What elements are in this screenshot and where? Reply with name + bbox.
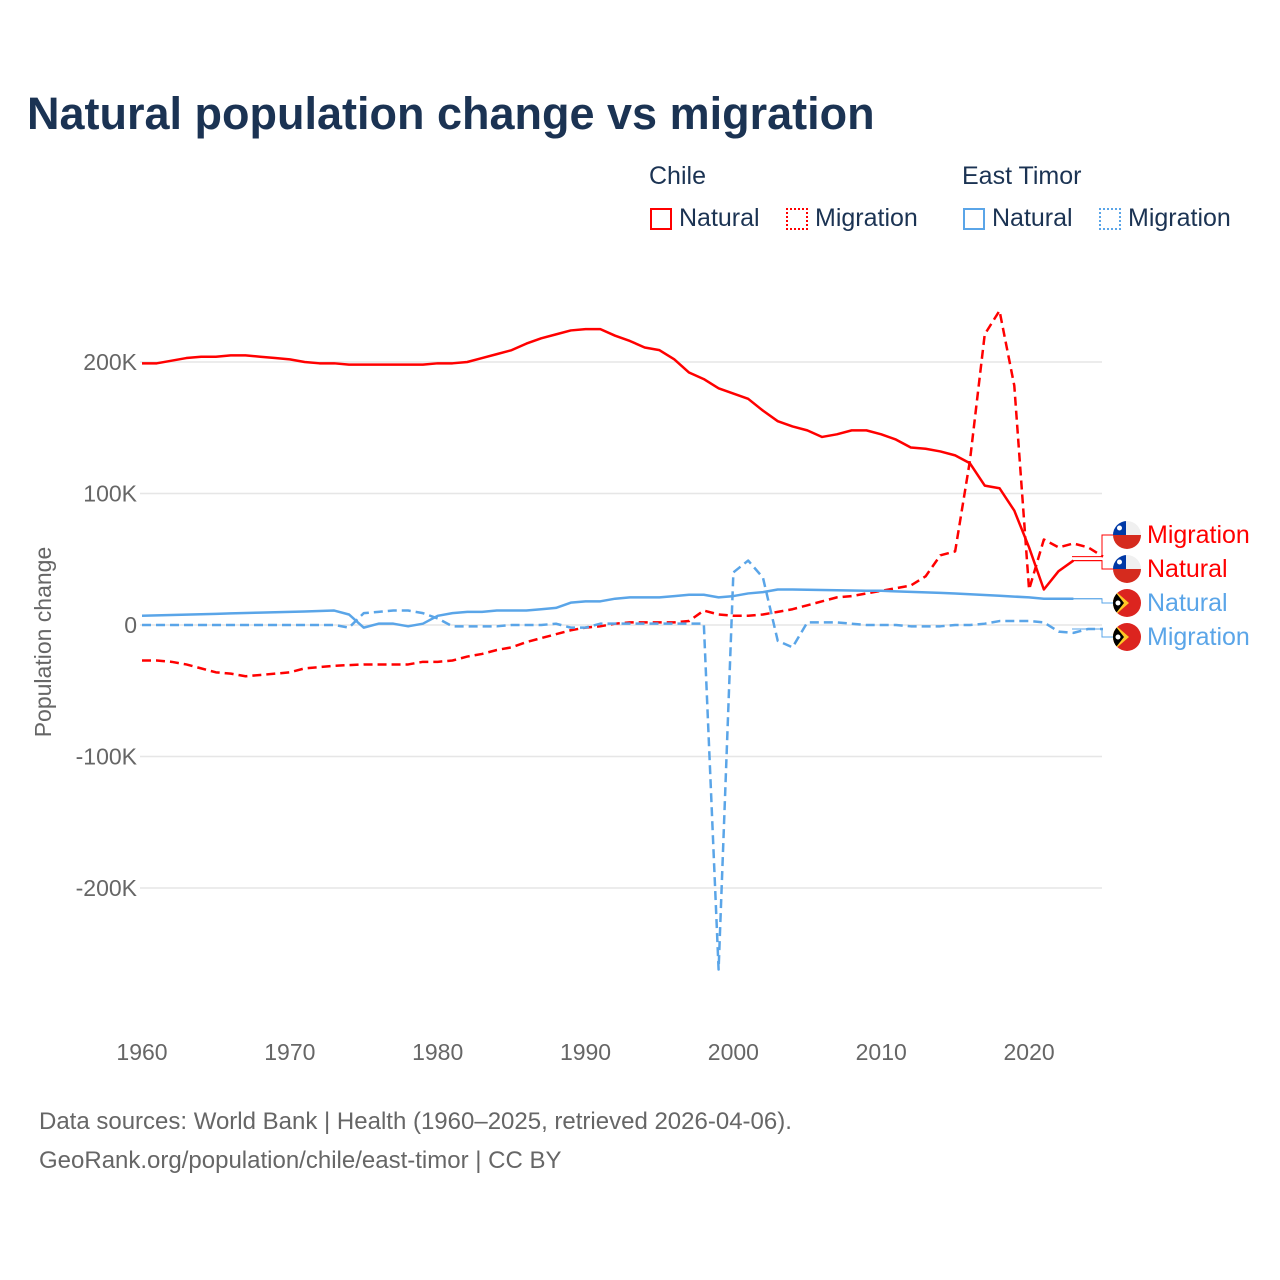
legend-east-timor-natural[interactable]: Natural — [963, 204, 1073, 233]
legend-label: Migration — [815, 204, 918, 232]
series-line-chile-natural — [142, 327, 1075, 591]
legend-label: Natural — [992, 204, 1073, 232]
legend-swatch-solid-icon — [963, 207, 985, 230]
label-connector — [1101, 628, 1113, 638]
y-tick-label: 100K — [83, 481, 137, 507]
east-timor-flag-icon — [1113, 623, 1141, 651]
legend-label: Natural — [679, 204, 760, 232]
east-timor-flag-icon — [1113, 589, 1141, 617]
legend-label: Migration — [1128, 204, 1231, 232]
end-label: Natural — [1147, 555, 1228, 583]
x-tick-label: 2010 — [856, 1039, 907, 1065]
x-tick-label: 1980 — [412, 1039, 463, 1065]
y-tick-label: -200K — [76, 875, 138, 901]
x-tick-label: 1990 — [560, 1039, 611, 1065]
label-connector — [1101, 534, 1113, 558]
y-axis-label: Population change — [30, 547, 56, 738]
x-tick-label: 1960 — [116, 1039, 167, 1065]
x-tick-label: 2020 — [1003, 1039, 1054, 1065]
footer-link[interactable]: GeoRank.org/population/chile/east-timor … — [39, 1147, 562, 1174]
legend-chile-natural[interactable]: Natural — [650, 204, 760, 233]
label-connector — [1073, 560, 1113, 570]
chart-title: Natural population change vs migration — [27, 88, 875, 139]
y-tick-label: 0 — [124, 612, 137, 638]
y-tick-label: 200K — [83, 349, 137, 375]
legend-east-timor-migration[interactable]: Migration — [1099, 204, 1231, 233]
legend-chile-migration[interactable]: Migration — [786, 204, 918, 233]
series-line-east-timor-migration — [142, 559, 1103, 971]
chile-flag-icon — [1113, 555, 1141, 583]
footer-sources: Data sources: World Bank | Health (1960–… — [39, 1108, 792, 1135]
legend-swatch-dotted-icon — [1099, 207, 1121, 230]
x-tick-label: 2000 — [708, 1039, 759, 1065]
label-connector — [1073, 598, 1113, 604]
y-tick-label: -100K — [76, 744, 138, 770]
end-label: Natural — [1147, 589, 1228, 617]
chile-flag-icon — [1113, 521, 1141, 549]
end-label: Migration — [1147, 623, 1250, 651]
series-line-chile-migration — [142, 309, 1104, 678]
end-label: Migration — [1147, 521, 1250, 549]
legend-group-east-timor: East Timor — [962, 162, 1082, 190]
legend-swatch-solid-icon — [650, 207, 672, 230]
series-line-east-timor-natural — [141, 588, 1074, 629]
legend-swatch-dotted-icon — [786, 207, 808, 230]
x-tick-label: 1970 — [264, 1039, 315, 1065]
legend-group-chile: Chile — [649, 162, 706, 190]
